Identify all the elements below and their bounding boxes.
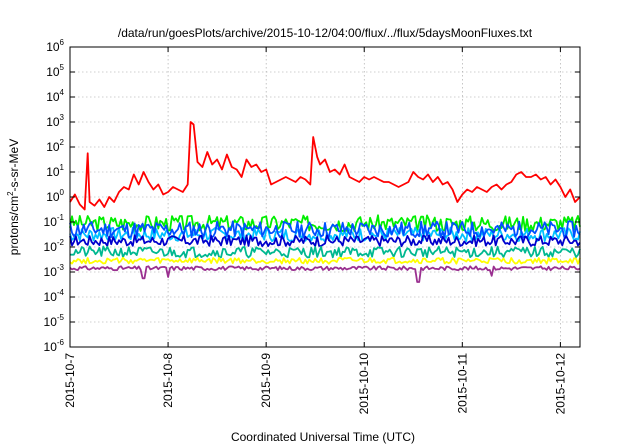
- y-tick-label: 104: [46, 88, 64, 104]
- y-tick-label: 106: [46, 38, 64, 54]
- y-tick-base: 10: [46, 65, 60, 79]
- ticks: [69, 46, 580, 348]
- x-tick-label: 2015-10-11: [455, 353, 469, 414]
- y-tick-exponent: -5: [57, 313, 65, 322]
- y-tick-label: 105: [46, 63, 64, 79]
- y-tick-base: 10: [44, 240, 58, 254]
- y-tick-base: 10: [46, 165, 60, 179]
- y-tick-base: 10: [46, 90, 60, 104]
- y-tick-base: 10: [46, 140, 60, 154]
- y-tick-exponent: -3: [57, 263, 65, 272]
- x-tick-label: 2015-10-10: [357, 353, 371, 415]
- y-tick-exponent: -1: [57, 213, 65, 222]
- y-tick-base: 10: [44, 340, 58, 354]
- series-line: [69, 245, 581, 259]
- y-tick-label: 10-1: [44, 213, 65, 229]
- y-tick-label: 10-4: [44, 288, 65, 304]
- y-tick-label: 101: [46, 163, 64, 179]
- y-axis-label: protons/cm2-s-sr-MeV: [6, 139, 21, 255]
- y-tick-exponent: 6: [60, 38, 65, 47]
- x-tick-label: 2015-10-12: [553, 353, 567, 415]
- y-tick-label: 10-5: [44, 313, 65, 329]
- y-tick-exponent: 2: [60, 138, 65, 147]
- grid: [70, 47, 580, 347]
- y-tick-base: 10: [44, 315, 58, 329]
- y-tick-base: 10: [44, 290, 58, 304]
- x-axis-label: Coordinated Universal Time (UTC): [231, 430, 415, 444]
- y-tick-label: 102: [46, 138, 64, 154]
- y-tick-label: 103: [46, 113, 64, 129]
- y-label-superscript: 2: [6, 191, 15, 196]
- y-tick-base: 10: [46, 40, 60, 54]
- y-tick-exponent: -2: [57, 238, 65, 247]
- series-line: [69, 265, 581, 283]
- series-line: [69, 234, 581, 248]
- y-tick-labels: 10-610-510-410-310-210-11001011021031041…: [44, 38, 65, 354]
- y-label-part: protons/cm: [7, 196, 21, 255]
- series-layer: [69, 121, 581, 283]
- y-tick-base: 10: [46, 115, 60, 129]
- y-tick-exponent: 3: [60, 113, 65, 122]
- series-line: [69, 256, 581, 265]
- series-line: [69, 220, 581, 239]
- y-tick-base: 10: [44, 215, 58, 229]
- y-label-part: -s-sr-MeV: [7, 139, 21, 192]
- y-tick-exponent: -6: [57, 338, 65, 347]
- x-tick-labels: 2015-10-7 2015-10-8 2015-10-9 2015-10-10 201…: [63, 353, 567, 415]
- y-tick-label: 100: [46, 188, 64, 204]
- y-tick-exponent: 0: [60, 188, 65, 197]
- y-tick-exponent: -4: [57, 288, 65, 297]
- y-tick-label: 10-6: [44, 338, 65, 354]
- y-tick-base: 10: [46, 190, 60, 204]
- x-tick-label: 2015-10-9: [259, 353, 273, 408]
- y-tick-exponent: 5: [60, 63, 65, 72]
- x-tick-label: 2015-10-7: [63, 353, 77, 408]
- y-tick-exponent: 4: [60, 88, 65, 97]
- x-tick-label: 2015-10-8: [161, 353, 175, 408]
- y-tick-label: 10-2: [44, 238, 65, 254]
- y-tick-exponent: 1: [60, 163, 65, 172]
- y-tick-base: 10: [44, 265, 58, 279]
- series-line: [69, 121, 581, 211]
- chart-title: /data/run/goesPlots/archive/2015-10-12/0…: [118, 26, 533, 40]
- y-tick-label: 10-3: [44, 263, 65, 279]
